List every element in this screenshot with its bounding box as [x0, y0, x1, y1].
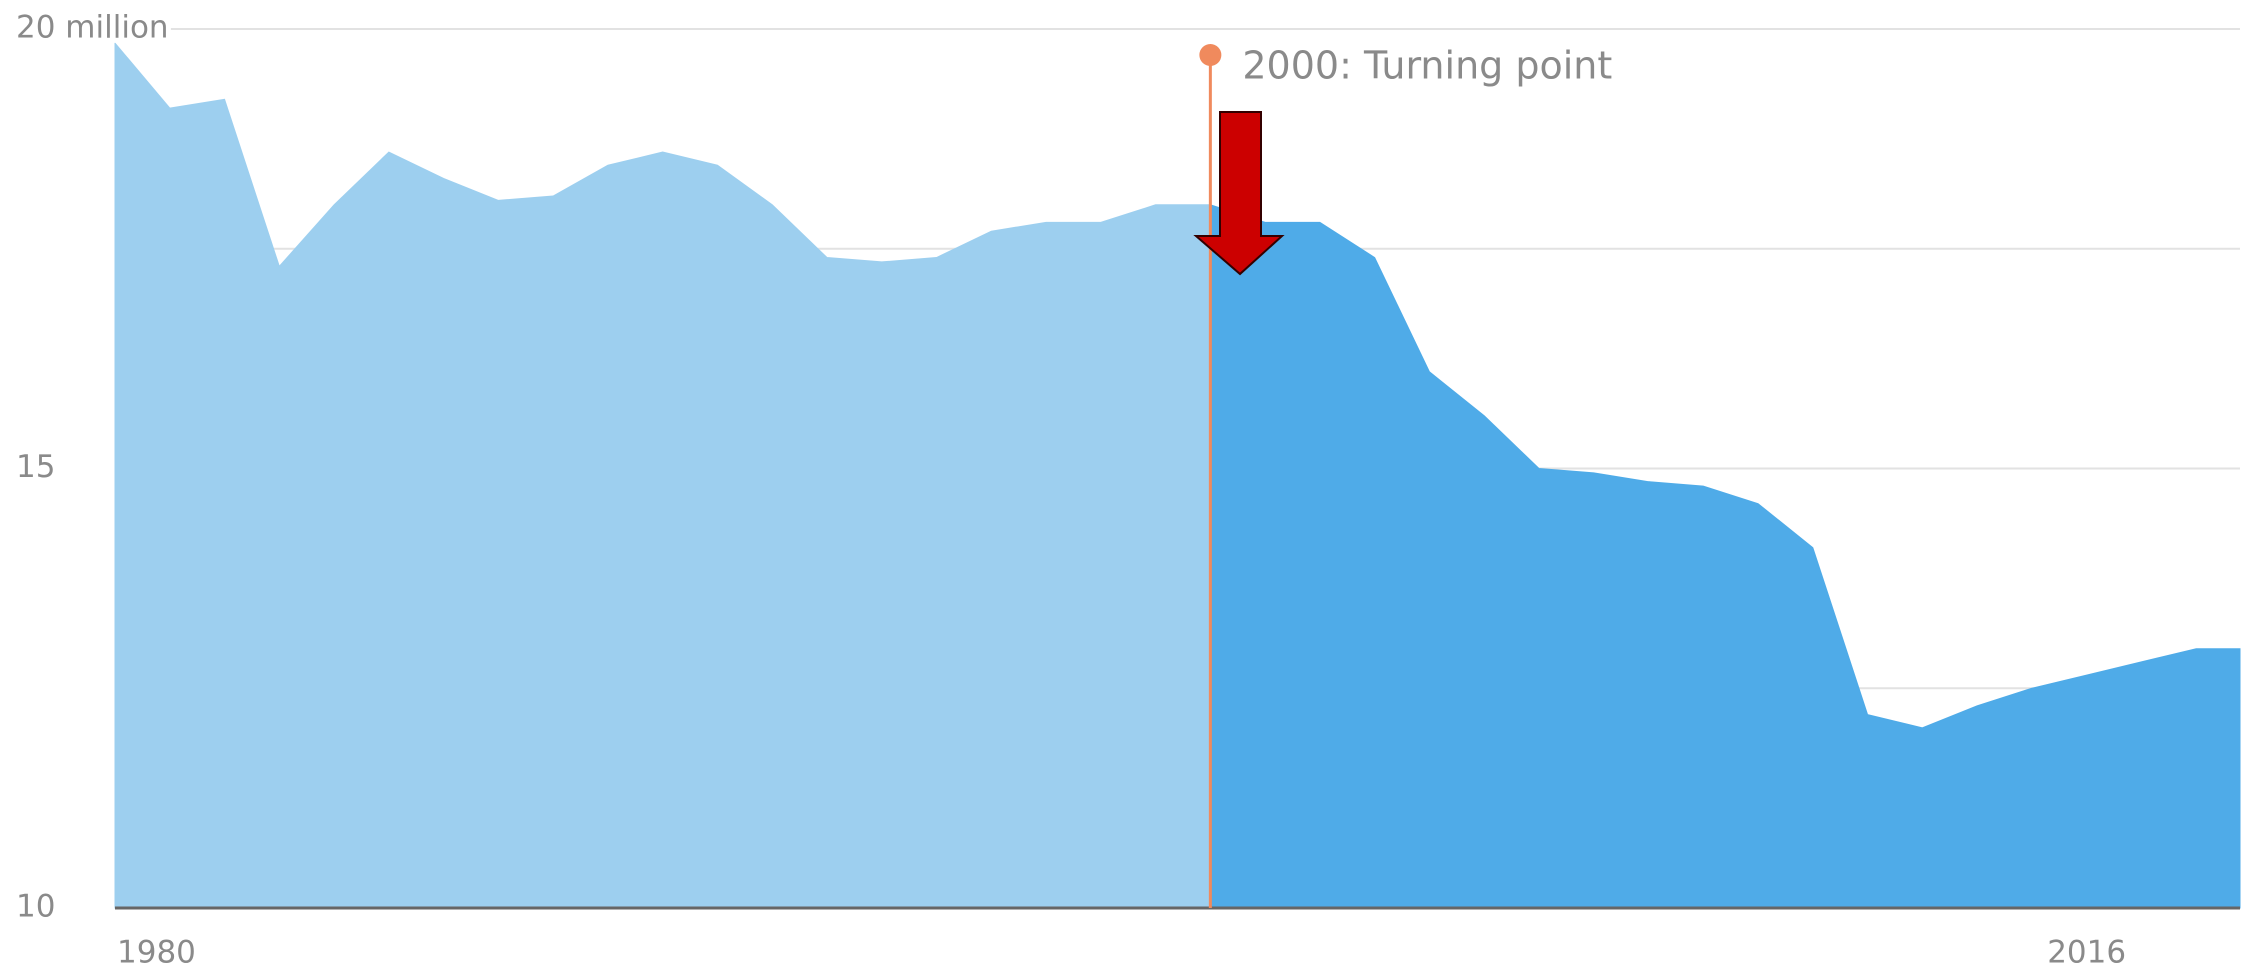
- y-tick-label: 20 million: [16, 10, 169, 46]
- x-tick-label: 2016: [2047, 935, 2126, 971]
- area: [114, 41, 1211, 909]
- x-tick-label: 1980: [117, 935, 196, 971]
- annotation-label: 2000: Turning point: [1242, 44, 1612, 88]
- areas: [114, 41, 2241, 910]
- area: [1209, 204, 2241, 909]
- annotation: 2000: Turning point: [1199, 44, 1612, 908]
- annotation-dot: [1199, 44, 1222, 66]
- highlight-arrow: [1193, 111, 1285, 276]
- y-tick-label: 10: [16, 889, 55, 925]
- y-tick-label: 15: [16, 449, 55, 485]
- labels: 10 15 20 million 1980 2016: [11, 5, 2126, 971]
